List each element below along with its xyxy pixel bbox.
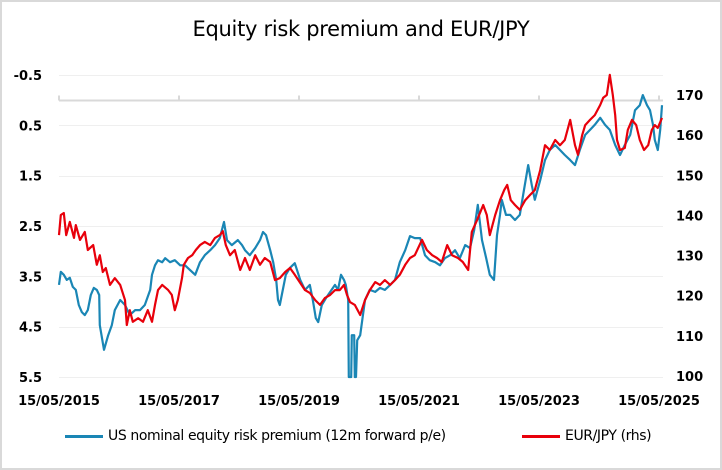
x-axis-tick-label: 15/05/2025 bbox=[618, 394, 700, 409]
legend-item-erp: US nominal equity risk premium (12m forw… bbox=[65, 428, 446, 444]
left-axis-tick-label: 1.5 bbox=[19, 170, 42, 185]
left-axis-tick-label: 4.5 bbox=[19, 321, 42, 336]
legend-label-eurjpy: EUR/JPY (rhs) bbox=[565, 428, 652, 444]
left-axis-tick-label: -0.5 bbox=[14, 69, 42, 84]
left-axis-tick-label: 2.5 bbox=[19, 220, 42, 235]
right-axis-tick-label: 150 bbox=[676, 169, 703, 184]
x-axis-tick-label: 15/05/2017 bbox=[138, 394, 220, 409]
chart-title: Equity risk premium and EUR/JPY bbox=[192, 17, 530, 41]
x-axis-line bbox=[58, 95, 663, 102]
x-axis-tick-label: 15/05/2015 bbox=[18, 394, 100, 409]
right-axis-tick-label: 100 bbox=[676, 370, 703, 385]
left-axis-tick-labels: -0.5 0.5 1.5 2.5 3.5 4.5 5.5 bbox=[14, 69, 42, 386]
left-axis-tick-label: 5.5 bbox=[19, 371, 42, 386]
x-axis-tick-label: 15/05/2021 bbox=[378, 394, 460, 409]
legend: US nominal equity risk premium (12m forw… bbox=[0, 428, 722, 448]
left-axis-tick-label: 3.5 bbox=[19, 270, 42, 285]
right-axis-tick-label: 130 bbox=[676, 250, 703, 265]
left-axis-tick-label: 0.5 bbox=[19, 119, 42, 134]
legend-swatch-erp bbox=[65, 434, 103, 438]
right-axis-tick-labels: 170 160 150 140 130 120 110 100 bbox=[676, 89, 703, 385]
x-axis-tick-label: 15/05/2023 bbox=[498, 394, 580, 409]
series-line-eurjpy bbox=[57, 73, 664, 327]
right-axis-tick-label: 160 bbox=[676, 129, 703, 144]
legend-item-eurjpy: EUR/JPY (rhs) bbox=[522, 428, 652, 444]
series-lines bbox=[57, 73, 664, 379]
series-line-erp bbox=[57, 94, 664, 379]
right-axis-tick-label: 170 bbox=[676, 89, 703, 104]
legend-swatch-eurjpy bbox=[522, 434, 560, 438]
x-axis-tick-labels: 15/05/2015 15/05/2017 15/05/2019 15/05/2021… bbox=[18, 394, 700, 409]
right-axis-tick-label: 120 bbox=[676, 290, 703, 305]
x-axis-tick-label: 15/05/2019 bbox=[258, 394, 340, 409]
right-axis-tick-label: 140 bbox=[676, 209, 703, 224]
right-axis-tick-label: 110 bbox=[676, 330, 703, 345]
legend-label-erp: US nominal equity risk premium (12m forw… bbox=[108, 428, 446, 444]
